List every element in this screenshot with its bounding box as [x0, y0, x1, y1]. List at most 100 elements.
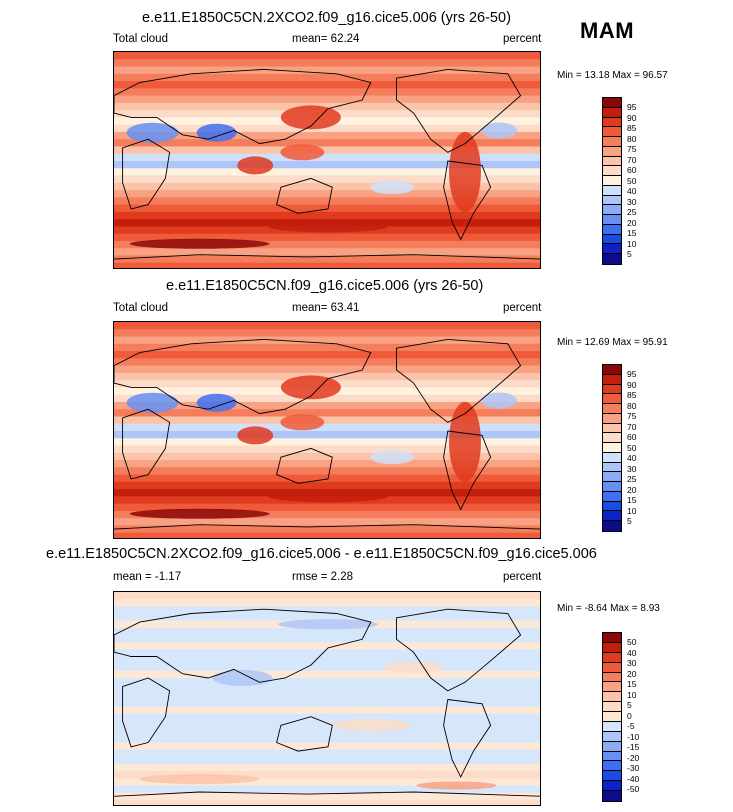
coastline: [276, 177, 333, 214]
field-band: [114, 372, 540, 381]
colorbar-tick-label: 5: [627, 516, 632, 526]
colorbar-tick-label: 85: [627, 123, 637, 133]
field-band: [114, 182, 540, 191]
colorbar-swatch: [603, 107, 621, 118]
panel1-map-plot: [114, 52, 540, 268]
colorbar-tick-label: 25: [627, 474, 637, 484]
coastline: [114, 68, 372, 145]
panel1-variable-label: Total cloud: [113, 33, 168, 45]
coastline: [122, 408, 171, 480]
panel3-units-label: percent: [503, 571, 542, 583]
field-band: [114, 175, 540, 184]
panel3-colorbar: [602, 632, 622, 802]
colorbar-swatch: [603, 672, 621, 683]
field-band: [114, 525, 540, 534]
coastline: [396, 608, 522, 692]
field-band: [114, 423, 540, 432]
field-band: [114, 73, 540, 82]
field-band: [114, 599, 540, 607]
colorbar-swatch: [603, 254, 621, 264]
panel2-colorbar: [602, 364, 622, 532]
field-feature: [278, 619, 378, 630]
field-band: [114, 95, 540, 104]
colorbar-swatch: [603, 462, 621, 473]
field-feature: [330, 719, 411, 732]
colorbar-tick-label: -15: [627, 742, 640, 752]
colorbar-tick-label: 75: [627, 144, 637, 154]
colorbar-tick-label: 10: [627, 505, 637, 516]
field-feature: [126, 392, 179, 413]
colorbar-tick-label: 50: [627, 637, 637, 647]
field-band: [114, 452, 540, 461]
colorbar-tick-label: 90: [627, 112, 637, 123]
colorbar-tick-label: 20: [627, 484, 637, 495]
colorbar-swatch: [603, 185, 621, 196]
colorbar-tick-label: 30: [627, 196, 637, 207]
colorbar-tick-label: 70: [627, 421, 637, 432]
field-band: [114, 663, 540, 672]
colorbar-swatch: [603, 98, 621, 108]
panel3-map-plot: [114, 592, 540, 805]
panel1-map: [113, 51, 541, 269]
coastline: [396, 338, 522, 423]
field-band: [114, 431, 540, 439]
panel3-rmse-label: rmse = 2.28: [292, 571, 354, 583]
field-band: [114, 778, 540, 787]
field-band: [114, 792, 540, 801]
coastline: [443, 430, 492, 511]
colorbar-tick-label: 80: [627, 133, 637, 144]
colorbar-swatch: [603, 423, 621, 434]
panel1-minmax: Min = 13.18 Max = 96.57: [557, 70, 668, 81]
colorbar-tick-label: -30: [627, 763, 640, 773]
colorbar-swatch: [603, 244, 621, 254]
field-band: [114, 153, 540, 162]
colorbar-swatch: [603, 443, 621, 453]
field-feature: [129, 508, 270, 519]
field-feature: [237, 426, 274, 445]
field-feature: [370, 450, 415, 465]
field-band: [114, 481, 540, 490]
colorbar-swatch: [603, 741, 621, 752]
field-band: [114, 742, 540, 751]
field-band: [114, 81, 540, 89]
field-band: [114, 706, 540, 715]
panel2-mean-label: mean= 63.41: [292, 302, 360, 314]
field-feature: [212, 670, 273, 686]
field-band: [114, 735, 540, 744]
field-feature: [280, 144, 325, 161]
panel1-title: e.e11.E1850C5CN.2XCO2.f09_g16.cice5.006 …: [142, 10, 511, 26]
field-band: [114, 248, 540, 257]
field-band: [114, 211, 540, 220]
field-band: [114, 124, 540, 133]
colorbar-swatch: [603, 472, 621, 482]
panel3-minmax: Min = -8.64 Max = 8.93: [557, 603, 660, 614]
colorbar-swatch: [603, 156, 621, 167]
field-band: [114, 474, 540, 483]
colorbar-swatch: [603, 642, 621, 653]
field-band: [114, 358, 540, 367]
field-band: [114, 445, 540, 454]
field-band: [114, 503, 540, 512]
colorbar-tick-label: 30: [627, 658, 637, 668]
colorbar-swatch: [603, 521, 621, 531]
panel1-mean-label: mean= 62.24: [292, 33, 360, 45]
colorbar-swatch: [603, 751, 621, 762]
field-feature: [481, 122, 518, 139]
coastline: [114, 524, 540, 530]
colorbar-swatch: [603, 652, 621, 663]
field-band: [114, 518, 540, 527]
colorbar-tick-label: 85: [627, 390, 637, 400]
colorbar-swatch: [603, 692, 621, 703]
panel3-mean-label: mean = -1.17: [113, 571, 182, 583]
coastline: [114, 608, 372, 683]
field-band: [114, 255, 540, 264]
colorbar-tick-label: -10: [627, 731, 640, 742]
colorbar-swatch: [603, 662, 621, 673]
colorbar-swatch: [603, 137, 621, 147]
field-band: [114, 635, 540, 643]
field-feature: [237, 156, 274, 175]
field-band: [114, 131, 540, 140]
colorbar-tick-label: 15: [627, 228, 637, 238]
field-feature: [280, 414, 325, 431]
colorbar-swatch: [603, 511, 621, 521]
